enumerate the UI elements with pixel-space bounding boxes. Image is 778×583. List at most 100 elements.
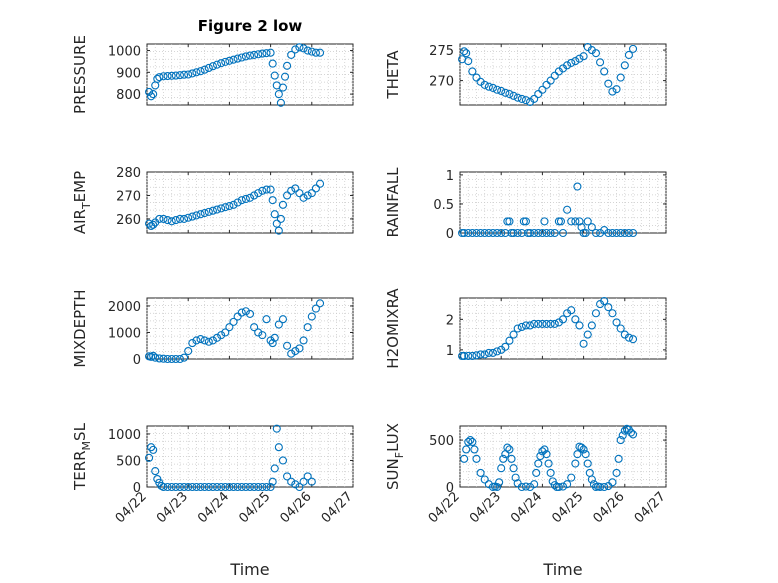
data-point <box>167 482 176 492</box>
data-point <box>278 456 288 465</box>
data-point <box>225 482 234 492</box>
data-point <box>268 477 277 486</box>
data-point <box>192 482 201 492</box>
data-point <box>200 65 209 74</box>
data-point <box>460 47 469 56</box>
data-point <box>245 193 255 202</box>
data-point <box>299 44 308 53</box>
data-point <box>163 216 172 225</box>
data-point <box>196 482 205 492</box>
data-point <box>184 346 193 356</box>
data-point <box>571 57 580 66</box>
data-point <box>307 477 316 486</box>
data-point <box>274 90 283 99</box>
data-point <box>468 437 477 447</box>
y-tick-label: 275 <box>429 44 454 59</box>
data-point <box>212 333 222 342</box>
data-point <box>628 335 638 344</box>
data-point <box>180 70 189 79</box>
y-tick-label: 280 <box>116 166 141 181</box>
y-tick-label: 900 <box>116 66 141 81</box>
data-point <box>546 468 555 477</box>
data-point <box>225 56 234 65</box>
data-point <box>192 336 201 345</box>
y-tick-label: 800 <box>116 88 141 103</box>
data-point <box>542 228 551 238</box>
y-axis-label: TERRMSL <box>71 422 93 491</box>
data-point <box>550 319 559 328</box>
data-point <box>521 482 530 491</box>
data-point <box>509 228 518 238</box>
data-point <box>505 217 514 226</box>
data-point <box>472 351 481 360</box>
data-point <box>303 472 312 481</box>
data-point <box>254 482 263 492</box>
y-tick-label: 2 <box>446 313 454 328</box>
data-point <box>237 53 246 62</box>
data-point <box>552 482 561 492</box>
data-point <box>579 228 588 238</box>
data-point <box>245 309 255 318</box>
data-point <box>513 93 522 102</box>
data-point <box>262 482 271 492</box>
data-point <box>583 330 592 339</box>
data-point <box>540 445 549 454</box>
data-point <box>276 214 285 223</box>
data-point <box>151 353 160 362</box>
data-point <box>283 341 292 350</box>
data-point <box>221 328 230 337</box>
y-axis-label: SUNFLUX <box>384 423 406 490</box>
data-point <box>307 47 316 56</box>
data-point <box>200 336 209 345</box>
data-point <box>180 482 189 492</box>
data-point <box>192 68 201 77</box>
data-point <box>513 228 522 238</box>
data-point <box>596 482 605 492</box>
data-point <box>480 228 489 238</box>
data-point <box>241 307 250 316</box>
data-point <box>618 431 627 440</box>
data-point <box>262 315 271 324</box>
data-point <box>534 319 543 328</box>
data-point <box>175 214 185 223</box>
data-point <box>283 61 292 70</box>
data-point <box>532 468 541 477</box>
data-point <box>270 71 279 80</box>
data-point <box>550 228 559 238</box>
data-point <box>616 436 625 445</box>
data-point <box>196 67 205 76</box>
data-point <box>460 351 469 361</box>
data-point <box>200 482 209 492</box>
data-point <box>155 354 164 363</box>
data-point <box>175 71 185 80</box>
data-point <box>283 472 292 481</box>
data-point <box>493 228 502 238</box>
data-point <box>299 477 308 486</box>
data-point <box>591 309 601 318</box>
y-tick-label: 0 <box>133 481 141 496</box>
data-point <box>208 336 217 345</box>
data-point <box>604 303 613 312</box>
data-point <box>530 228 539 238</box>
data-point <box>196 335 205 344</box>
data-point <box>311 48 320 57</box>
data-point <box>466 436 475 445</box>
data-point <box>171 216 180 225</box>
data-point <box>499 454 508 463</box>
data-point <box>495 478 504 487</box>
data-point <box>464 437 473 447</box>
data-point <box>517 322 526 332</box>
data-point <box>171 71 180 80</box>
data-point <box>167 71 176 80</box>
data-point <box>180 214 189 223</box>
data-point <box>563 205 572 214</box>
data-point <box>147 92 156 101</box>
data-point <box>171 354 180 364</box>
data-point <box>460 228 469 238</box>
data-point <box>266 482 275 492</box>
data-point <box>523 228 533 238</box>
y-tick-label: 0.5 <box>433 198 454 213</box>
data-point <box>550 481 559 490</box>
data-point <box>268 339 277 348</box>
data-point <box>472 228 481 238</box>
